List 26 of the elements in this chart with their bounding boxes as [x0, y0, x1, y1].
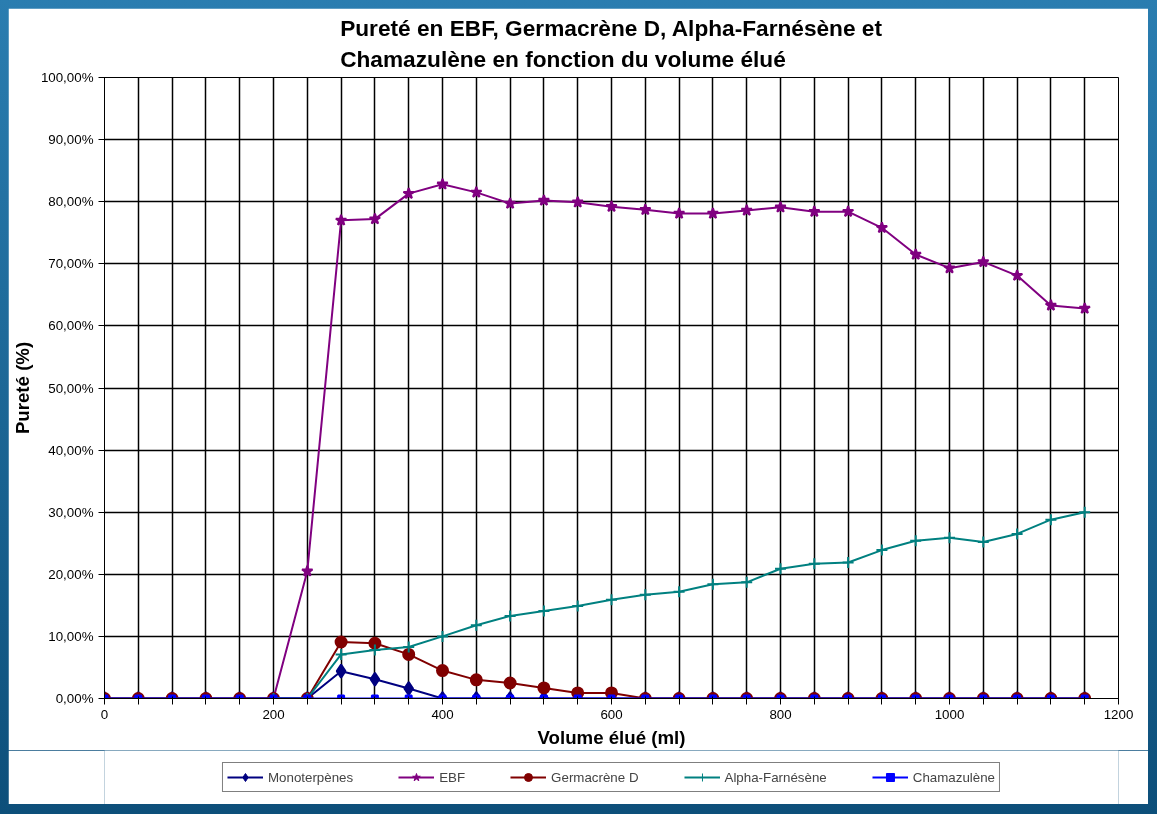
legend-label: Chamazulène [912, 769, 996, 785]
x-tick-label: 400 [431, 706, 454, 722]
y-tick-label: 60,00% [48, 318, 94, 334]
x-tick-label: 800 [769, 706, 792, 722]
x-tick-label: 600 [600, 706, 623, 722]
x-tick-label: 1200 [1103, 706, 1134, 722]
y-tick-label: 80,00% [48, 194, 94, 210]
y-tick-label: 50,00% [48, 380, 94, 396]
y-tick-label: 20,00% [48, 566, 94, 582]
x-tick-label: 1000 [934, 706, 965, 722]
y-tick-label: 100,00% [40, 70, 94, 85]
legend-label: EBF [439, 769, 466, 785]
legend-label: Monoterpènes [267, 769, 354, 785]
x-tick-label: 0 [100, 706, 109, 722]
y-tick-label: 90,00% [48, 132, 94, 148]
legend-label: Alpha-Farnésène [724, 769, 827, 785]
y-tick-label: 40,00% [48, 442, 94, 458]
x-axis-title: Volume élué (ml) [537, 726, 686, 748]
y-tick-label: 0,00% [55, 691, 94, 706]
x-tick-label: 200 [262, 706, 285, 722]
y-tick-label: 10,00% [48, 628, 94, 644]
y-tick-label: 30,00% [48, 504, 94, 520]
legend-label: Germacrène D [551, 769, 639, 785]
chart-title: Pureté en EBF, Germacrène D, Alpha-Farnésène et Chamazulène en fonction du volume élué [340, 15, 883, 73]
y-tick-label: 70,00% [48, 256, 94, 272]
y-axis-title: Pureté (%) [11, 341, 33, 435]
